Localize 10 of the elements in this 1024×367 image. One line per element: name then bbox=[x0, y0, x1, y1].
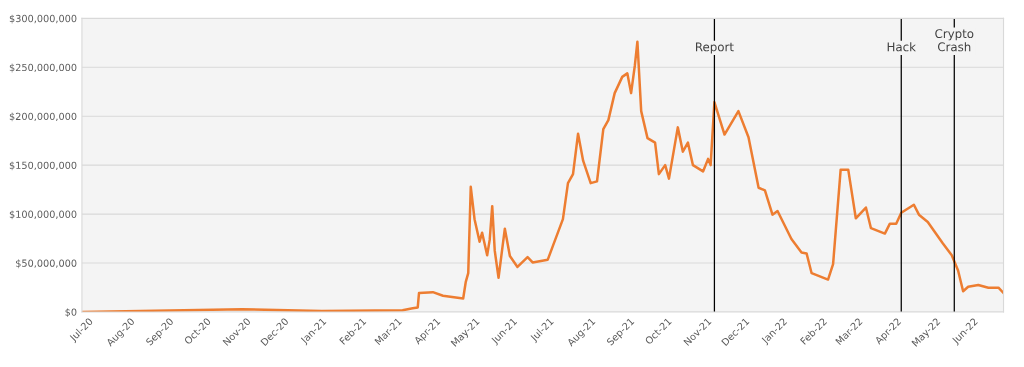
y-tick-label: $200,000,000 bbox=[9, 112, 77, 122]
ref-line-label: Hack bbox=[887, 42, 916, 52]
y-tick-label: $100,000,000 bbox=[9, 210, 77, 220]
y-tick-label: $300,000,000 bbox=[9, 14, 77, 24]
y-tick-label: $250,000,000 bbox=[9, 63, 77, 73]
ref-line-label: Report bbox=[696, 42, 734, 54]
y-tick-label: $150,000,000 bbox=[9, 161, 77, 171]
ref-line-label: Crypto Crash bbox=[935, 29, 974, 52]
y-tick-label: $50,000,000 bbox=[16, 259, 77, 269]
y-tick-label: $0 bbox=[65, 308, 77, 318]
